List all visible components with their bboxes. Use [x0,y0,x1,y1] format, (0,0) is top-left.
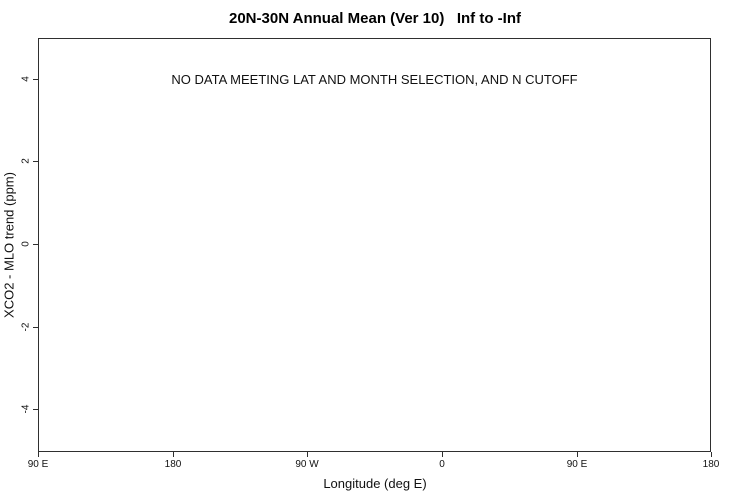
y-tick-label: 0 [20,241,32,247]
y-tick-mark [33,327,38,328]
x-tick-label: 90 W [295,459,319,470]
x-tick-label: 0 [439,459,445,470]
x-tick-mark [442,452,443,457]
y-tick-label: -2 [20,322,32,332]
y-tick-mark [33,409,38,410]
chart-title: 20N-30N Annual Mean (Ver 10) Inf to -Inf [229,10,521,27]
x-tick-label: 180 [164,459,182,470]
x-tick-mark [173,452,174,457]
y-tick-mark [33,244,38,245]
y-tick-label: 2 [20,158,32,164]
y-axis-title: XCO2 - MLO trend (ppm) [1,172,17,318]
y-tick-mark [33,79,38,80]
y-tick-mark [33,161,38,162]
x-tick-label: 90 E [27,459,49,470]
y-tick-label: -4 [20,404,32,414]
x-tick-label: 180 [702,459,720,470]
x-axis-title: Longitude (deg E) [323,476,427,491]
x-tick-mark [307,452,308,457]
no-data-message: NO DATA MEETING LAT AND MONTH SELECTION,… [171,72,578,87]
x-tick-label: 90 E [566,459,588,470]
x-tick-mark [38,452,39,457]
plot-area [38,38,711,452]
y-tick-label: 4 [20,76,32,82]
x-tick-mark [577,452,578,457]
x-tick-mark [711,452,712,457]
